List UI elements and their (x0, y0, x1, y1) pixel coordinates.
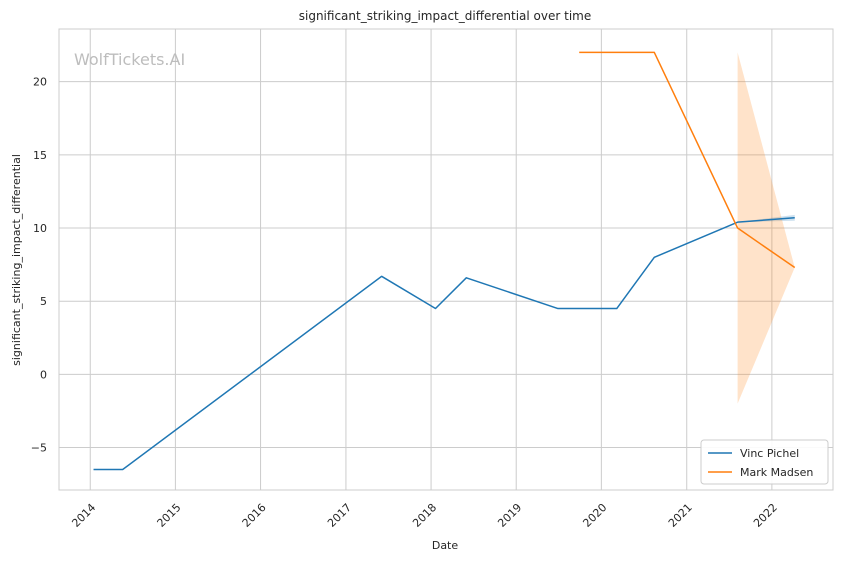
y-tick-label: 5 (40, 295, 47, 308)
series-line-mark-madsen (579, 51, 796, 269)
series-lines (93, 51, 796, 471)
x-axis-label: Date (432, 539, 459, 552)
legend-box (700, 439, 829, 485)
x-tick-label: 2020 (580, 501, 609, 530)
x-tick-label: 2018 (410, 501, 439, 530)
series-line-vinc-pichel (93, 217, 795, 471)
legend-label-mark-madsen: Mark Madsen (740, 466, 813, 479)
watermark: WolfTickets.AI (74, 50, 185, 69)
y-tick-label: −5 (31, 442, 47, 455)
legend: Vinc Pichel Mark Madsen (700, 439, 829, 485)
y-tick-label: 0 (40, 368, 47, 381)
y-axis-label: significant_striking_impact_differential (10, 154, 23, 366)
y-tick-label: 10 (33, 222, 47, 235)
x-tick-label: 2014 (69, 501, 98, 530)
legend-label-vinc-pichel: Vinc Pichel (740, 447, 799, 460)
x-tick-label: 2016 (240, 501, 269, 530)
y-axis-ticks: −5 0 5 10 15 20 (31, 76, 47, 455)
grid (59, 29, 833, 490)
band-mark-madsen (737, 52, 795, 404)
x-tick-label: 2017 (325, 501, 354, 530)
x-tick-label: 2022 (751, 501, 780, 530)
y-tick-label: 15 (33, 149, 47, 162)
x-tick-label: 2015 (155, 501, 184, 530)
plot-area (58, 28, 834, 491)
y-tick-label: 20 (33, 76, 47, 89)
x-tick-label: 2021 (666, 501, 695, 530)
x-tick-label: 2019 (495, 501, 524, 530)
x-axis-ticks: 2014 2015 2016 2017 2018 2019 2020 2021 2022 (69, 501, 780, 530)
chart-title: significant_striking_impact_differential… (299, 9, 591, 23)
